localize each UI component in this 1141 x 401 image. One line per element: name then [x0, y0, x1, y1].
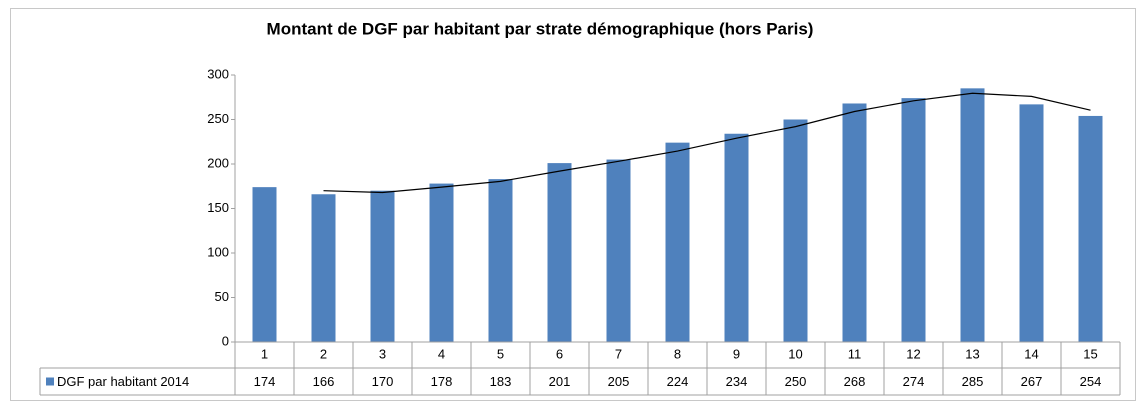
- bar: [488, 179, 513, 342]
- table-value: 205: [608, 374, 630, 389]
- table-value: 267: [1021, 374, 1043, 389]
- bar: [901, 98, 926, 342]
- table-value: 170: [372, 374, 394, 389]
- chart-frame: [10, 8, 1136, 401]
- bar: [724, 133, 749, 342]
- trendline: [323, 92, 1091, 194]
- x-tick-label: 13: [965, 346, 979, 361]
- x-tick-label: 11: [848, 346, 862, 361]
- y-tick-label: 0: [222, 333, 229, 348]
- x-tick-label: 6: [556, 346, 563, 361]
- table-value: 166: [313, 374, 335, 389]
- x-tick-label: 10: [788, 346, 802, 361]
- bar: [606, 159, 631, 342]
- x-tick-label: 9: [733, 346, 740, 361]
- x-tick-label: 2: [320, 346, 327, 361]
- table-value: 250: [785, 374, 807, 389]
- legend-key: [46, 377, 54, 386]
- y-tick-label: 300: [207, 66, 229, 81]
- table-value: 201: [549, 374, 571, 389]
- x-tick-label: 1: [261, 346, 268, 361]
- y-tick-label: 150: [207, 200, 229, 215]
- x-tick-label: 4: [438, 346, 445, 361]
- legend-label: DGF par habitant 2014: [57, 374, 189, 389]
- bar: [783, 119, 808, 342]
- bar: [842, 103, 867, 342]
- bar: [370, 190, 395, 342]
- table-value: 234: [726, 374, 748, 389]
- bar: [1019, 104, 1044, 343]
- table-value: 174: [254, 374, 276, 389]
- bar: [429, 183, 454, 342]
- y-tick-label: 250: [207, 111, 229, 126]
- table-value: 183: [490, 374, 512, 389]
- x-tick-label: 15: [1083, 346, 1097, 361]
- y-tick-label: 100: [207, 244, 229, 259]
- table-value: 285: [962, 374, 984, 389]
- y-tick-label: 50: [215, 289, 229, 304]
- table-value: 254: [1080, 374, 1102, 389]
- bar: [665, 142, 690, 342]
- x-tick-label: 7: [615, 346, 622, 361]
- table-value: 274: [903, 374, 925, 389]
- bar: [1078, 115, 1103, 342]
- x-tick-label: 8: [674, 346, 681, 361]
- x-tick-label: 12: [906, 346, 920, 361]
- table-value: 178: [431, 374, 453, 389]
- bar: [960, 88, 985, 342]
- table-value: 224: [667, 374, 689, 389]
- chart-title: Montant de DGF par habitant par strate d…: [267, 19, 814, 38]
- bar: [311, 194, 336, 342]
- y-tick-label: 200: [207, 155, 229, 170]
- bar: [252, 187, 277, 342]
- x-tick-label: 3: [379, 346, 386, 361]
- x-tick-label: 14: [1024, 346, 1038, 361]
- bar: [547, 163, 572, 342]
- table-value: 268: [844, 374, 866, 389]
- x-tick-label: 5: [497, 346, 504, 361]
